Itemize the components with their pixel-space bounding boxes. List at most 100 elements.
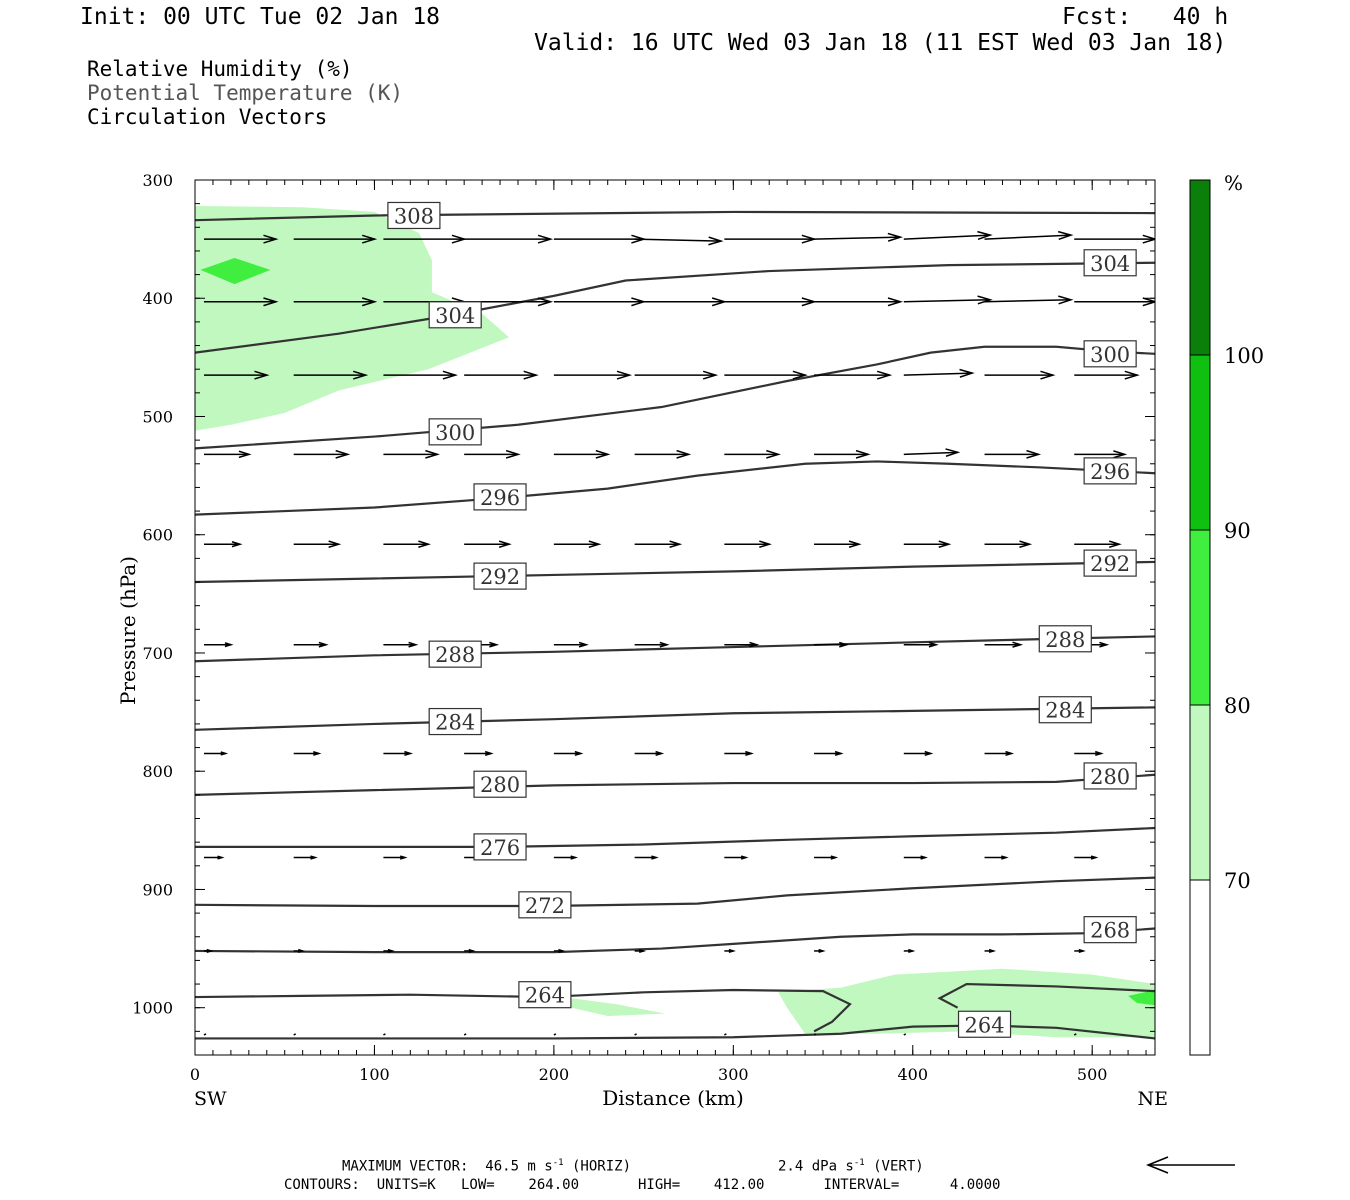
reference-vector-arrow xyxy=(1145,1156,1235,1174)
axes: 300 400 500 600 700 800 900 1000 0 100 200 300 400 50… xyxy=(132,171,1155,1084)
vector-arrow xyxy=(814,370,893,380)
isentrope-label-280: 280 xyxy=(473,770,527,798)
vector-arrow xyxy=(814,297,904,307)
colorbar-segment xyxy=(1190,880,1210,1055)
vector-arrow xyxy=(293,855,318,860)
svg-text:264: 264 xyxy=(964,1013,1004,1037)
vector-arrow xyxy=(634,750,665,757)
isentropes xyxy=(195,210,1155,1040)
svg-text:300: 300 xyxy=(1090,343,1130,367)
legend-relative-humidity: Relative Humidity (%) xyxy=(87,57,353,81)
isentrope-label-300: 300 xyxy=(428,418,482,446)
y-tick-label: 700 xyxy=(142,644,173,663)
vector-arrow xyxy=(634,297,728,307)
colorbar: 70 80 90 100% xyxy=(1189,171,1264,1056)
isentrope-label-308: 308 xyxy=(387,201,441,230)
vector-arrow xyxy=(724,449,781,459)
vector-arrow xyxy=(203,541,243,548)
isentrope-280-line xyxy=(195,773,1155,796)
isentrope-268-line xyxy=(195,927,1155,954)
vector-arrow xyxy=(984,370,1056,380)
colorbar-segment xyxy=(1190,180,1210,355)
vector-arrow xyxy=(634,1033,637,1036)
isentrope-308-line xyxy=(195,210,1155,222)
svg-text:268: 268 xyxy=(1090,919,1130,943)
vector-arrow xyxy=(203,642,234,648)
vector-arrow xyxy=(203,297,279,307)
legend-potential-temperature: Potential Temperature (K) xyxy=(87,81,404,105)
colorbar-level-100: 100 xyxy=(1224,344,1264,368)
vector-arrow xyxy=(203,751,229,756)
isentrope-label-304: 304 xyxy=(428,301,482,329)
vector-arrow xyxy=(984,540,1033,548)
isentrope-label-264: 264 xyxy=(518,981,572,1009)
isentrope-label-296: 296 xyxy=(473,483,527,511)
svg-text:284: 284 xyxy=(1045,699,1085,723)
vector-arrow xyxy=(903,1033,907,1036)
vector-arrow xyxy=(293,449,351,459)
vector-arrow xyxy=(903,295,993,305)
vector-arrow xyxy=(903,948,916,954)
vector-arrow xyxy=(203,234,279,244)
vector-arrow xyxy=(464,948,476,954)
vector-arrow xyxy=(383,1033,386,1036)
isentrope-label-280: 280 xyxy=(1083,762,1137,790)
vector-arrow xyxy=(814,750,844,757)
vector-arrow xyxy=(553,750,584,757)
isentrope-296-line xyxy=(195,460,1155,516)
y-tick-label: 600 xyxy=(142,526,173,545)
vector-arrow xyxy=(814,948,826,954)
vector-arrow xyxy=(724,948,736,954)
colorbar-level-90: 90 xyxy=(1224,519,1251,543)
vector-arrow xyxy=(1074,297,1155,307)
init-time: Init: 00 UTC Tue 02 Jan 18 xyxy=(80,4,441,30)
vector-arrow xyxy=(463,1033,467,1036)
colorbar-segment xyxy=(1190,355,1210,530)
vector-arrow xyxy=(293,540,342,548)
svg-text:280: 280 xyxy=(1090,765,1130,789)
vector-arrow xyxy=(553,1033,557,1036)
isentrope-284-line xyxy=(195,706,1155,731)
vector-arrow xyxy=(553,234,647,244)
vector-arrow xyxy=(903,641,939,648)
vector-arrow xyxy=(814,232,904,242)
vector-arrow xyxy=(813,1033,817,1036)
svg-text:292: 292 xyxy=(1090,552,1130,576)
vector-arrow xyxy=(464,750,494,757)
isentrope-label-272: 272 xyxy=(518,891,572,919)
vector-arrow xyxy=(383,948,395,954)
y-axis-title: Pressure (hPa) xyxy=(116,556,140,705)
isentrope-label-304: 304 xyxy=(1083,249,1137,277)
humidity-shading xyxy=(195,206,1155,1038)
colorbar-segment xyxy=(1190,705,1210,880)
vector-arrow xyxy=(553,297,647,307)
vector-arrow xyxy=(553,948,566,954)
isentrope-label-284: 284 xyxy=(1038,696,1092,724)
y-tick-label: 900 xyxy=(142,880,173,899)
vector-arrow xyxy=(464,234,554,244)
colorbar-segment xyxy=(1190,530,1210,705)
x-tick-label: 0 xyxy=(190,1065,200,1084)
humidity-region-2 xyxy=(553,995,666,1016)
y-tick-label: 1000 xyxy=(132,999,173,1018)
vector-arrow xyxy=(724,540,772,548)
vector-arrow xyxy=(903,230,993,240)
vector-arrow xyxy=(1074,450,1128,459)
x-end-label-sw: SW xyxy=(194,1088,227,1110)
vector-arrow xyxy=(724,234,817,244)
vector-arrow xyxy=(293,641,329,648)
y-tick-label: 400 xyxy=(142,289,173,308)
vector-arrow xyxy=(553,449,611,459)
vector-arrow xyxy=(383,855,408,860)
svg-text:284: 284 xyxy=(435,711,475,735)
isentrope-label-288: 288 xyxy=(1038,625,1092,653)
max-vector-vertical-note: 2.4 dPa s-1 (VERT) xyxy=(778,1158,924,1175)
y-tick-label: 500 xyxy=(142,407,173,426)
vector-arrow xyxy=(814,449,871,459)
max-vector-note: MAXIMUM VECTOR: 46.5 m s-1 (HORIZ) xyxy=(342,1158,631,1175)
svg-text:296: 296 xyxy=(1090,460,1130,484)
vector-arrow xyxy=(1074,370,1140,380)
isentrope-label-292: 292 xyxy=(1083,549,1137,577)
legend-circulation-vectors: Circulation Vectors xyxy=(87,105,328,129)
vector-arrow xyxy=(724,1033,727,1036)
